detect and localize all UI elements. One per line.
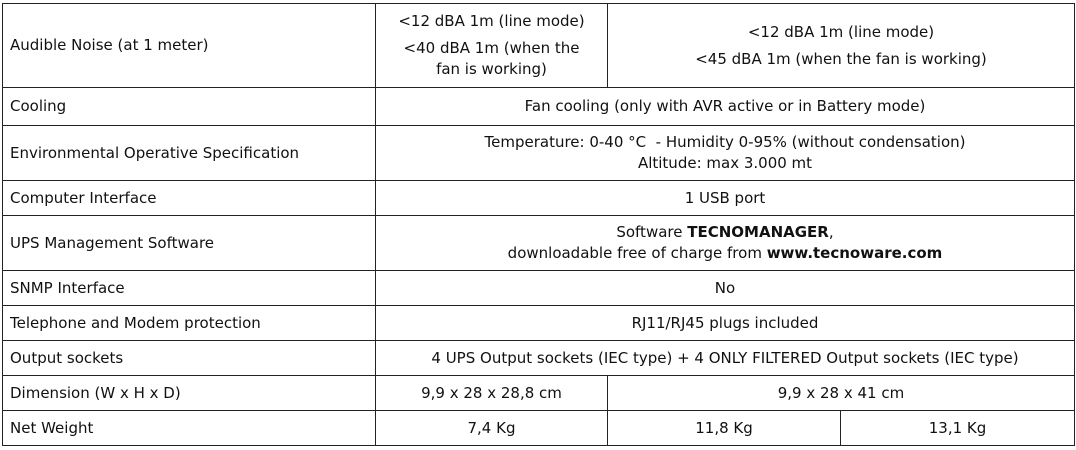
- table-row: Audible Noise (at 1 meter) <12 dBA 1m (li…: [2, 3, 1075, 88]
- row-label: Net Weight: [2, 410, 376, 446]
- table-row: Cooling Fan cooling (only with AVR active…: [2, 87, 1075, 126]
- row-value: 4 UPS Output sockets (IEC type) + 4 ONLY…: [375, 340, 1075, 376]
- bold-text: TECNOMANAGER: [687, 223, 829, 241]
- text: No: [714, 278, 736, 297]
- text: 1 USB port: [684, 188, 766, 207]
- value-line: 13,1 Kg: [848, 418, 1067, 439]
- table-row: Net Weight 7,4 Kg 11,8 Kg 13,1 Kg: [2, 410, 1075, 446]
- value-line: 7,4 Kg: [383, 418, 600, 439]
- table-row: Dimension (W x H x D) 9,9 x 28 x 28,8 cm 9…: [2, 375, 1075, 411]
- row-label: Cooling: [2, 87, 376, 126]
- value-line: 9,9 x 28 x 28,8 cm: [383, 383, 600, 404]
- value-line: fan is working): [383, 59, 600, 80]
- row-label: Audible Noise (at 1 meter): [2, 3, 376, 88]
- row-label: SNMP Interface: [2, 270, 376, 306]
- table-row: Telephone and Modem protection RJ11/RJ45 …: [2, 305, 1075, 341]
- text: Altitude: max 3.000 mt: [637, 154, 813, 172]
- text: downloadable free of charge from: [507, 244, 767, 262]
- row-value: 1 USB port: [375, 180, 1075, 216]
- text: <12 dBA 1m (line mode): [398, 12, 585, 30]
- row-value: 13,1 Kg: [840, 410, 1075, 446]
- text: <45 dBA 1m (when the fan is working): [695, 49, 987, 68]
- row-value: RJ11/RJ45 plugs included: [375, 305, 1075, 341]
- row-label: Environmental Operative Specification: [2, 125, 376, 181]
- value-line: <12 dBA 1m (line mode): [383, 11, 600, 32]
- row-label: Computer Interface: [2, 180, 376, 216]
- text: <12 dBA 1m (line mode): [747, 22, 935, 41]
- value-line: 4 UPS Output sockets (IEC type) + 4 ONLY…: [383, 348, 1067, 369]
- bold-text: www.tecnoware.com: [766, 244, 943, 262]
- value-line: Altitude: max 3.000 mt: [383, 153, 1067, 174]
- spec-table: Audible Noise (at 1 meter) <12 dBA 1m (li…: [2, 3, 1075, 446]
- value-line: 1 USB port: [383, 188, 1067, 209]
- value-line: Temperature: 0-40 °C - Humidity 0-95% (w…: [383, 132, 1067, 153]
- text: Temperature: 0-40 °C - Humidity 0-95% (w…: [484, 133, 966, 151]
- text: Fan cooling (only with AVR active or in …: [524, 97, 926, 115]
- value-line: <40 dBA 1m (when the: [383, 38, 600, 59]
- value-line: RJ11/RJ45 plugs included: [383, 313, 1067, 334]
- value-line: 9,9 x 28 x 41 cm: [615, 383, 1067, 404]
- text: 9,9 x 28 x 28,8 cm: [421, 383, 562, 402]
- table-row: Output sockets 4 UPS Output sockets (IEC …: [2, 340, 1075, 376]
- value-line: No: [383, 278, 1067, 299]
- text: 4 UPS Output sockets (IEC type) + 4 ONLY…: [431, 348, 1019, 367]
- row-label: Output sockets: [2, 340, 376, 376]
- text: RJ11/RJ45 plugs included: [631, 313, 819, 332]
- table-row: UPS Management Software Software TECNOMAN…: [2, 215, 1075, 271]
- table-row: Environmental Operative Specification Tem…: [2, 125, 1075, 181]
- text: fan is working): [436, 60, 547, 78]
- row-value: <12 dBA 1m (line mode) <40 dBA 1m (when t…: [375, 3, 608, 88]
- row-value: No: [375, 270, 1075, 306]
- value-line: <12 dBA 1m (line mode): [615, 22, 1067, 43]
- text: ,: [828, 223, 834, 241]
- text: 11,8 Kg: [695, 418, 753, 437]
- text: 9,9 x 28 x 41 cm: [777, 383, 905, 402]
- text: Software: [616, 223, 688, 241]
- row-value: Fan cooling (only with AVR active or in …: [375, 87, 1075, 126]
- table-row: SNMP Interface No: [2, 270, 1075, 306]
- value-line: Software TECNOMANAGER,: [383, 222, 1067, 243]
- row-label: UPS Management Software: [2, 215, 376, 271]
- row-value: 7,4 Kg: [375, 410, 608, 446]
- row-value: Software TECNOMANAGER, downloadable free …: [375, 215, 1075, 271]
- table-row: Computer Interface 1 USB port: [2, 180, 1075, 216]
- row-value: 11,8 Kg: [607, 410, 841, 446]
- row-value: 9,9 x 28 x 28,8 cm: [375, 375, 608, 411]
- value-line: 11,8 Kg: [615, 418, 833, 439]
- value-line: downloadable free of charge from www.tec…: [383, 243, 1067, 264]
- text: 13,1 Kg: [928, 418, 987, 437]
- row-value: 9,9 x 28 x 41 cm: [607, 375, 1075, 411]
- text: 7,4 Kg: [467, 418, 516, 437]
- row-value: Temperature: 0-40 °C - Humidity 0-95% (w…: [375, 125, 1075, 181]
- row-value: <12 dBA 1m (line mode) <45 dBA 1m (when t…: [607, 3, 1075, 88]
- value-line: <45 dBA 1m (when the fan is working): [615, 49, 1067, 70]
- row-label: Telephone and Modem protection: [2, 305, 376, 341]
- value-line: Fan cooling (only with AVR active or in …: [383, 96, 1067, 117]
- text: <40 dBA 1m (when the: [403, 39, 580, 57]
- row-label: Dimension (W x H x D): [2, 375, 376, 411]
